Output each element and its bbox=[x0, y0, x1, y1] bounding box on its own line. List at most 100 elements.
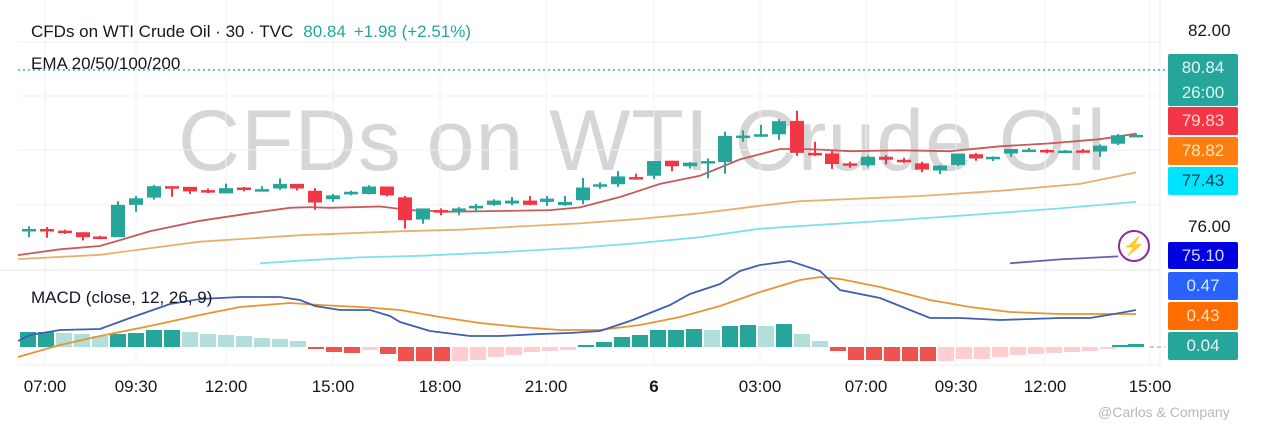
macd-histogram-bar bbox=[704, 330, 720, 347]
candle-body bbox=[915, 163, 929, 170]
ema-line bbox=[17, 171, 1137, 260]
macd-histogram-bar bbox=[218, 335, 234, 347]
macd-histogram-bar bbox=[1010, 347, 1026, 355]
candle-body bbox=[93, 236, 107, 240]
candle-body bbox=[58, 230, 72, 234]
candle-body bbox=[897, 159, 911, 163]
ema-legend[interactable]: EMA 20/50/100/200 bbox=[31, 54, 181, 73]
candle-body bbox=[111, 204, 125, 238]
macd-histogram-bar bbox=[272, 339, 288, 347]
macd-histogram-bar bbox=[542, 347, 558, 351]
candle-body bbox=[1022, 149, 1036, 153]
bar-countdown: 26:00 bbox=[1181, 83, 1225, 102]
macd-histogram-bar bbox=[866, 347, 882, 360]
candle-body bbox=[219, 188, 233, 194]
macd-histogram-bar bbox=[578, 345, 594, 347]
time-tick-label: 12:00 bbox=[1023, 377, 1067, 396]
macd-value-badge: 0.47 bbox=[1168, 272, 1238, 300]
macd-histogram-bar bbox=[470, 347, 486, 360]
candle-body bbox=[129, 198, 143, 205]
time-tick-label: 07:00 bbox=[844, 377, 888, 396]
ema-line bbox=[17, 132, 1137, 256]
candle-body bbox=[576, 187, 590, 201]
candle-body bbox=[629, 177, 643, 180]
macd-histogram-bar bbox=[686, 329, 702, 347]
time-tick-label: 07:00 bbox=[23, 377, 67, 396]
macd-histogram-bar bbox=[200, 334, 216, 347]
macd-legend[interactable]: MACD (close, 12, 26, 9) bbox=[31, 288, 213, 307]
macd-histogram-bar bbox=[956, 347, 972, 359]
macd-histogram-bar bbox=[1100, 347, 1116, 349]
macd-histogram-bar bbox=[20, 332, 36, 347]
candle-body bbox=[505, 200, 519, 204]
candle-body bbox=[362, 186, 376, 195]
candle-body bbox=[843, 163, 857, 166]
ema100-badge: 77.43 bbox=[1168, 167, 1238, 195]
macd-histogram-bar bbox=[650, 330, 666, 347]
candle-body bbox=[879, 156, 893, 160]
ema-line bbox=[259, 201, 1137, 265]
candle-body bbox=[861, 156, 875, 166]
credit-watermark: @Carlos & Company bbox=[1098, 404, 1230, 420]
candle-body bbox=[540, 198, 554, 202]
macd-histogram-bar bbox=[128, 333, 144, 347]
candle-body bbox=[183, 186, 197, 192]
candle-body bbox=[487, 200, 501, 205]
candle-body bbox=[647, 161, 661, 176]
time-tick-label: 15:00 bbox=[311, 377, 355, 396]
candle-body bbox=[986, 156, 1000, 160]
candle-body bbox=[772, 121, 786, 135]
lightning-alert-icon[interactable]: ⚡ bbox=[1118, 230, 1150, 262]
candle-body bbox=[825, 153, 839, 164]
time-tick-label: 12:00 bbox=[204, 377, 248, 396]
macd-histogram-bar bbox=[416, 347, 432, 361]
macd-histogram-bar bbox=[776, 324, 792, 347]
macd-histogram-bar bbox=[938, 347, 954, 361]
macd-histogram-bar bbox=[1128, 344, 1144, 347]
time-tick-label: 09:30 bbox=[934, 377, 978, 396]
macd-histogram-bar bbox=[488, 347, 504, 357]
symbol-legend[interactable]: CFDs on WTI Crude Oil · 30 · TVC 80.84 +1.… bbox=[31, 22, 471, 42]
candle-body bbox=[1129, 134, 1143, 138]
macd-histogram-bar bbox=[506, 347, 522, 355]
candle-body bbox=[165, 186, 179, 189]
macd-histogram-bar bbox=[758, 326, 774, 347]
candle-body bbox=[701, 161, 715, 164]
candle-body bbox=[344, 191, 358, 195]
macd-histogram-bar bbox=[1064, 347, 1080, 352]
macd-histogram-bar bbox=[884, 347, 900, 361]
macd-histogram-bar bbox=[614, 337, 630, 347]
candle-body bbox=[416, 208, 430, 220]
macd-histogram-bar bbox=[812, 341, 828, 347]
macd-histogram-bar bbox=[830, 347, 846, 351]
macd-histogram-bar bbox=[290, 341, 306, 347]
candle-body bbox=[754, 134, 768, 137]
macd-histogram-bar bbox=[182, 332, 198, 347]
macd-histogram-bar bbox=[992, 347, 1008, 357]
candle-body bbox=[1093, 145, 1107, 152]
time-tick-label: 15:00 bbox=[1128, 377, 1172, 396]
macd-histogram-bar bbox=[740, 325, 756, 347]
candle-body bbox=[273, 183, 287, 189]
macd-histogram-bar bbox=[110, 334, 126, 347]
candle-body bbox=[469, 205, 483, 209]
candle-body bbox=[736, 135, 750, 139]
ema50-badge: 78.82 bbox=[1168, 137, 1238, 165]
candle-body bbox=[593, 184, 607, 187]
macd-histogram-bar bbox=[254, 338, 270, 347]
candle-body bbox=[951, 153, 965, 165]
time-tick-label: 21:00 bbox=[524, 377, 568, 396]
legend-change: +1.98 (+2.51%) bbox=[353, 22, 472, 41]
candle-body bbox=[452, 208, 466, 213]
ema-line bbox=[1009, 255, 1119, 265]
candle-body bbox=[611, 176, 625, 185]
macd-histogram-bar bbox=[974, 347, 990, 359]
macd-histogram-bar bbox=[1112, 345, 1128, 347]
last-price-value: 80.84 bbox=[1181, 58, 1225, 77]
candle-body bbox=[1004, 148, 1018, 154]
macd-histogram-bar bbox=[1082, 347, 1098, 351]
time-tick-label: 18:00 bbox=[418, 377, 462, 396]
macd-histogram-bar bbox=[380, 347, 396, 354]
